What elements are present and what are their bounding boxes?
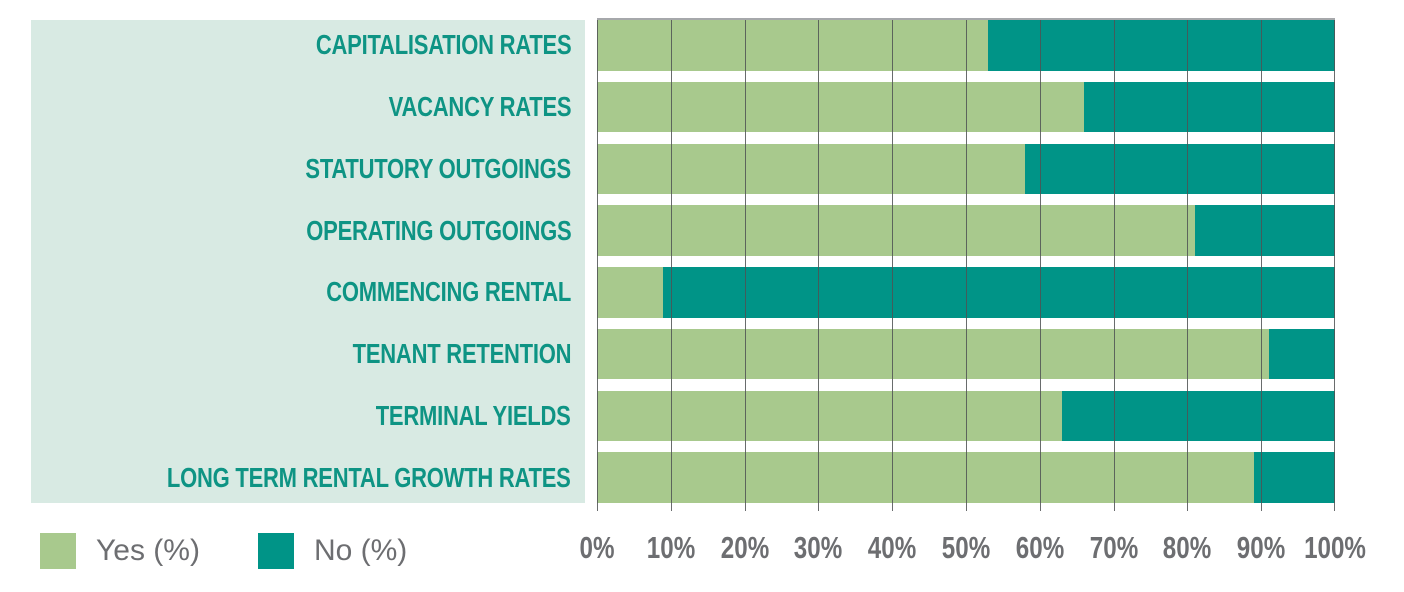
bar-no-segment <box>1253 452 1335 503</box>
x-tick-label: 70% <box>1089 530 1138 565</box>
bar-yes-segment <box>597 205 1195 256</box>
x-tick-label: 10% <box>646 530 695 565</box>
x-tick-label: 0% <box>579 530 615 565</box>
bar-no-segment <box>663 267 1335 318</box>
category-label: TERMINAL YIELDS <box>376 399 571 431</box>
x-tick-label: 50% <box>941 530 991 565</box>
bar-row <box>597 81 1335 133</box>
bar-no-segment <box>1025 143 1335 195</box>
x-tick-label: 100% <box>1304 530 1366 565</box>
category-label: CAPITALISATION RATES <box>315 29 571 61</box>
category-row: STATUTORY OUTGOINGS <box>31 144 585 195</box>
category-label: OPERATING OUTGOINGS <box>305 214 571 246</box>
category-row: TENANT RETENTION <box>31 329 585 380</box>
bar-no-segment <box>1194 205 1335 256</box>
bar-row <box>597 390 1335 442</box>
x-tick-label: 60% <box>1015 530 1064 565</box>
x-tick-label: 20% <box>720 530 769 565</box>
bar-no-segment <box>1061 390 1335 442</box>
bar-row <box>597 20 1335 71</box>
bar-yes-segment <box>597 143 1026 195</box>
bar-no-segment <box>988 20 1335 71</box>
category-row: CAPITALISATION RATES <box>31 20 585 71</box>
bar-yes-segment <box>597 20 989 71</box>
legend-item: Yes (%) <box>40 533 200 569</box>
bar-row <box>597 452 1335 503</box>
x-tick-label: 90% <box>1236 530 1286 565</box>
bar-yes-segment <box>597 267 664 318</box>
category-row: COMMENCING RENTAL <box>31 267 585 318</box>
category-label: LONG TERM RENTAL GROWTH RATES <box>167 461 571 493</box>
category-label: STATUTORY OUTGOINGS <box>305 152 571 184</box>
category-label: VACANCY RATES <box>388 91 571 123</box>
category-row: OPERATING OUTGOINGS <box>31 205 585 256</box>
bar-yes-segment <box>597 452 1254 503</box>
x-tick-label: 40% <box>867 530 917 565</box>
category-row: VACANCY RATES <box>31 82 585 133</box>
legend: Yes (%) No (%) <box>40 533 465 569</box>
bars-container <box>597 20 1335 503</box>
bar-row <box>597 328 1335 380</box>
legend-label: Yes (%) <box>96 534 200 567</box>
bar-no-segment <box>1084 81 1335 133</box>
bar-row <box>597 143 1335 195</box>
plot-area <box>597 18 1335 511</box>
bar-row <box>597 267 1335 318</box>
category-row: LONG TERM RENTAL GROWTH RATES <box>31 452 585 503</box>
x-axis: 0% 10% 20% 30% 40% 50% 60% 70% 80% 90% 100% <box>580 530 1366 574</box>
legend-item: No (%) <box>257 533 408 569</box>
category-label: COMMENCING RENTAL <box>326 276 571 308</box>
bar-yes-segment <box>597 81 1085 133</box>
bar-yes-segment <box>597 328 1269 380</box>
legend-swatch-icon <box>257 533 294 569</box>
x-tick-label: 80% <box>1163 530 1212 565</box>
legend-swatch-icon <box>40 533 76 569</box>
category-label: TENANT RETENTION <box>352 338 571 370</box>
bar-no-segment <box>1268 328 1335 380</box>
category-row: TERMINAL YIELDS <box>31 391 585 442</box>
category-panel: CAPITALISATION RATES VACANCY RATES STATUTO… <box>31 20 585 503</box>
plot-top-border <box>597 18 1335 20</box>
legend-label: No (%) <box>313 534 408 567</box>
bar-yes-segment <box>597 390 1062 442</box>
bar-row <box>597 205 1335 256</box>
x-tick-label: 30% <box>794 530 843 565</box>
